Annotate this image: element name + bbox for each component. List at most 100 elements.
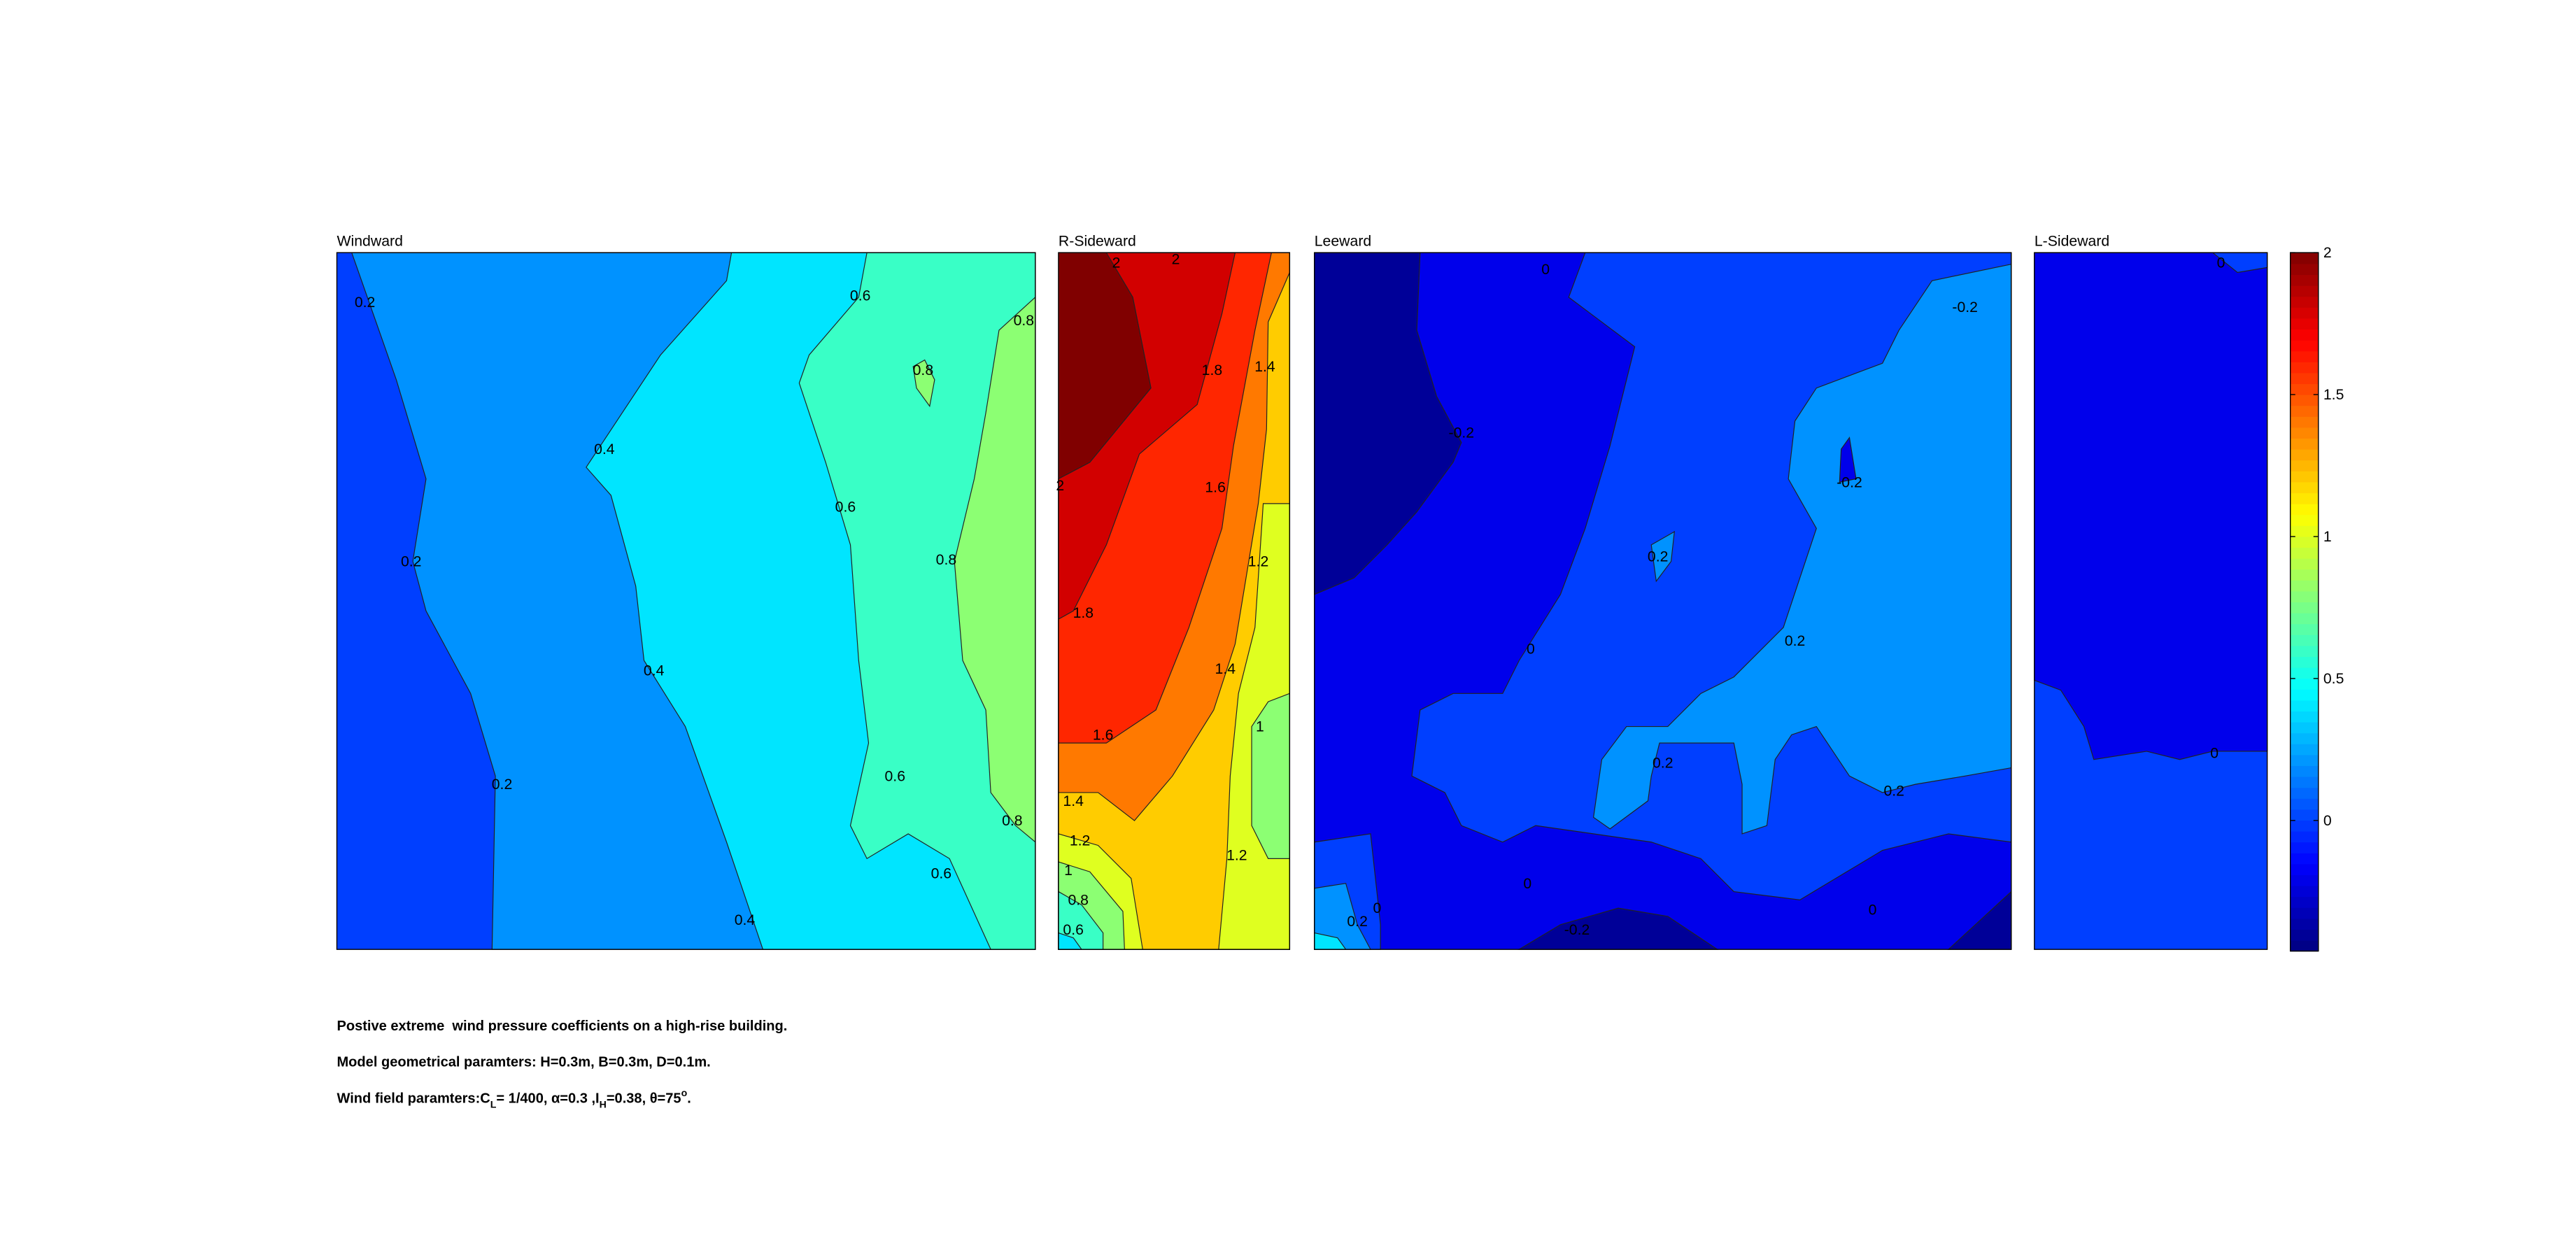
colorbar-step — [2290, 853, 2319, 865]
colorbar-step — [2290, 863, 2319, 876]
contour-label: -0.2 — [1449, 424, 1475, 441]
contour-label: 0.4 — [644, 662, 665, 679]
colorbar-step — [2290, 612, 2319, 625]
contour-label: 0.6 — [835, 499, 856, 516]
contour-label: 0.2 — [355, 294, 376, 311]
colorbar-step — [2290, 830, 2319, 843]
colorbar-tick-label: 0.5 — [2323, 670, 2344, 687]
colorbar-step — [2290, 383, 2319, 395]
colorbar-step — [2290, 590, 2319, 603]
contour-label: 2 — [1172, 251, 1180, 268]
colorbar-step — [2290, 263, 2319, 276]
colorbar-step — [2290, 253, 2319, 264]
caption-line: Postive extreme wind pressure coefficien… — [337, 1019, 787, 1034]
panel-frame — [2034, 252, 2268, 950]
contour-label: 0 — [1869, 902, 1877, 919]
contour-label: 1 — [1064, 862, 1073, 879]
caption-line: Wind field paramters:CL= 1/400, α=0.3 ,I… — [337, 1088, 691, 1111]
colorbar-step — [2290, 754, 2319, 767]
panel-frame — [1058, 252, 1291, 950]
contour-label: 0.8 — [913, 362, 934, 378]
colorbar-step — [2290, 634, 2319, 646]
colorbar-step — [2290, 787, 2319, 799]
colorbar-step — [2290, 448, 2319, 461]
colorbar-step — [2290, 525, 2319, 537]
panel-title: Windward — [337, 233, 402, 250]
colorbar-step — [2290, 307, 2319, 319]
colorbar-step — [2290, 918, 2319, 930]
panel-title: L-Sideward — [2034, 233, 2109, 250]
colorbar-step — [2290, 547, 2319, 559]
colorbar-step — [2290, 296, 2319, 308]
contour-region — [1593, 263, 2012, 835]
colorbar-step — [2290, 744, 2319, 756]
contour-label: 0 — [2210, 744, 2218, 761]
contour-label: 0.2 — [401, 553, 422, 570]
colorbar-step — [2290, 907, 2319, 919]
contour-label: 1.4 — [1063, 793, 1084, 809]
colorbar-step — [2290, 274, 2319, 286]
colorbar-step — [2290, 732, 2319, 744]
contour-label: 0.8 — [1068, 891, 1089, 908]
colorbar-tick-label: 0 — [2323, 812, 2332, 829]
contour-label: -0.2 — [1952, 299, 1978, 315]
colorbar-step — [2290, 503, 2319, 516]
colorbar-step — [2290, 929, 2319, 941]
contour-label: 1.2 — [1070, 832, 1091, 849]
contour-label: 0.6 — [931, 865, 952, 882]
colorbar-step — [2290, 721, 2319, 734]
contour-region — [1839, 436, 1857, 483]
colorbar-step — [2290, 471, 2319, 483]
colorbar-step — [2290, 438, 2319, 450]
contour-label: 1.8 — [1073, 604, 1094, 621]
contour-label: 1.8 — [1202, 362, 1223, 378]
colorbar-step — [2290, 329, 2319, 341]
colorbar-frame — [2289, 252, 2319, 952]
contour-label: 0 — [1523, 875, 1531, 892]
colorbar-step — [2290, 362, 2319, 374]
contour-label: 0.4 — [594, 441, 615, 458]
colorbar-step — [2290, 427, 2319, 439]
contour-label: 1.2 — [1226, 847, 1247, 864]
contour-label: 2 — [1112, 254, 1121, 271]
colorbar-step — [2290, 580, 2319, 592]
contour-label: 0 — [2217, 254, 2225, 271]
contour-label: 0.2 — [1883, 783, 1904, 800]
contour-label: 1.4 — [1254, 358, 1275, 375]
contour-label: 1.6 — [1205, 478, 1226, 495]
caption-part: = 1/400, α=0.3 ,I — [496, 1091, 599, 1107]
contour-region — [1314, 252, 1462, 595]
colorbar-step — [2290, 285, 2319, 297]
contour-label: -0.2 — [1837, 474, 1862, 490]
colorbar-step — [2290, 809, 2319, 821]
colorbar-step — [2290, 645, 2319, 658]
contour-label: 1.4 — [1215, 660, 1236, 677]
contour-label: 0.2 — [1653, 755, 1673, 772]
colorbar-step — [2290, 939, 2319, 952]
contour-label: 0.8 — [1014, 312, 1035, 329]
panel-title: Leeward — [1315, 233, 1371, 250]
contour-label: 0.8 — [1002, 812, 1023, 829]
caption-superscript: o — [681, 1088, 688, 1099]
contour-region — [1650, 530, 1676, 583]
colorbar-step — [2290, 885, 2319, 898]
contour-label: 0.6 — [884, 767, 905, 784]
contour-label: 0.6 — [1063, 921, 1084, 938]
caption-part: Wind field paramters:C — [337, 1091, 490, 1107]
contour-label: 1 — [1256, 718, 1264, 735]
colorbar-step — [2290, 394, 2319, 406]
panel-frame — [1314, 252, 2012, 950]
contour-label: 0.6 — [850, 288, 871, 304]
colorbar-step — [2290, 569, 2319, 581]
colorbar-step — [2290, 372, 2319, 385]
panel-title: R-Sideward — [1059, 233, 1136, 250]
caption-part: . — [687, 1091, 691, 1107]
colorbar-step — [2290, 700, 2319, 712]
contour-label: -0.2 — [1564, 921, 1590, 938]
colorbar-step — [2290, 339, 2319, 352]
colorbar-step — [2290, 514, 2319, 526]
colorbar-step — [2290, 689, 2319, 701]
colorbar-step — [2290, 460, 2319, 471]
